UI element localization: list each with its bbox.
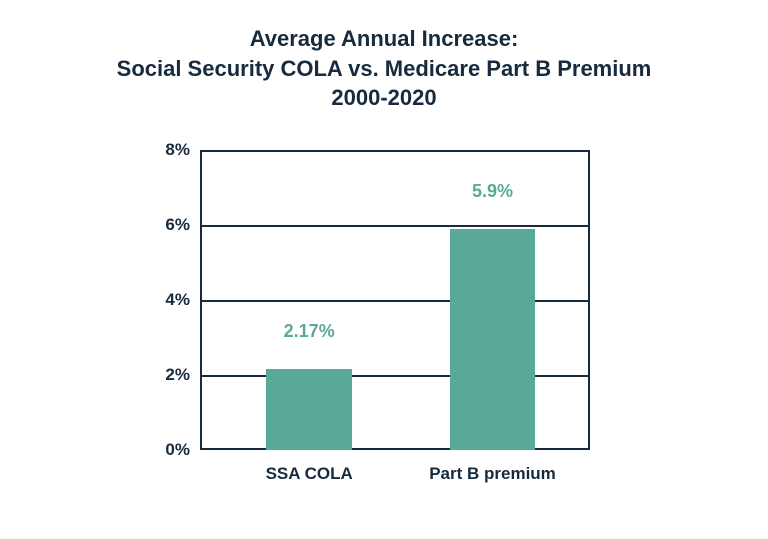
chart-container: Average Annual Increase:Social Security … xyxy=(0,0,768,539)
bar-value-label: 5.9% xyxy=(472,181,513,202)
category-label: Part B premium xyxy=(429,450,556,484)
y-tick-label: 4% xyxy=(165,290,200,310)
category-label: SSA COLA xyxy=(266,450,353,484)
bar-value-label: 2.17% xyxy=(284,321,335,342)
gridline xyxy=(200,150,590,152)
y-axis-right xyxy=(588,150,590,450)
y-tick-label: 6% xyxy=(165,215,200,235)
y-tick-label: 8% xyxy=(165,140,200,160)
bar-chart: 0% 2% 4% 6% 8% 2.17% SSA COLA 5.9% Part B premiu… xyxy=(0,0,768,539)
y-tick-label: 2% xyxy=(165,365,200,385)
plot-area: 0%2%4%6%8%2.17%SSA COLA5.9%Part B premiu… xyxy=(200,150,590,450)
gridline xyxy=(200,225,590,227)
y-tick-label: 0% xyxy=(165,440,200,460)
bar xyxy=(266,369,352,450)
bar xyxy=(450,229,536,450)
y-axis xyxy=(200,150,202,450)
